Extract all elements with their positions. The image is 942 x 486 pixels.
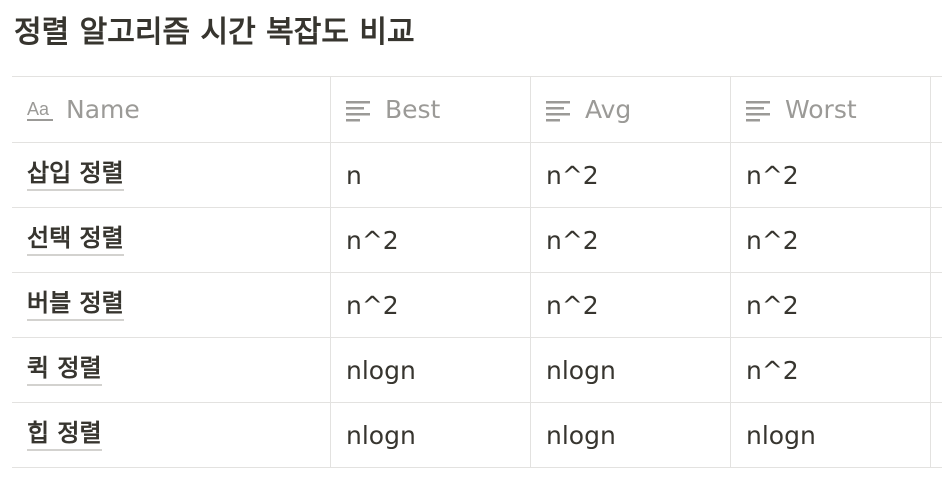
row-name-link[interactable]: 버블 정렬	[27, 289, 124, 321]
worst-cell[interactable]: nlogn	[731, 403, 931, 467]
avg-cell[interactable]: n^2	[531, 273, 731, 337]
avg-cell[interactable]: n^2	[531, 143, 731, 207]
table-edge-spacer	[931, 338, 942, 402]
table-header-row: Aa Name Best Avg	[12, 77, 942, 143]
worst-cell[interactable]: n^2	[731, 338, 931, 402]
avg-cell[interactable]: n^2	[531, 208, 731, 272]
best-cell[interactable]: nlogn	[331, 338, 531, 402]
worst-cell[interactable]: n^2	[731, 208, 931, 272]
column-header-label: Best	[385, 95, 441, 124]
table-edge-spacer	[931, 403, 942, 467]
text-property-icon	[346, 100, 370, 121]
svg-text:Aa: Aa	[27, 99, 50, 119]
table-row: 퀵 정렬 nlogn nlogn n^2	[12, 338, 942, 403]
best-cell[interactable]: nlogn	[331, 403, 531, 467]
worst-cell[interactable]: n^2	[731, 143, 931, 207]
row-name-link[interactable]: 삽입 정렬	[27, 159, 124, 191]
table-edge-spacer	[931, 208, 942, 272]
best-cell[interactable]: n^2	[331, 273, 531, 337]
text-property-icon	[546, 100, 570, 121]
row-name-cell[interactable]: 삽입 정렬	[12, 143, 331, 207]
avg-cell[interactable]: nlogn	[531, 338, 731, 402]
row-name-cell[interactable]: 선택 정렬	[12, 208, 331, 272]
table-row: 선택 정렬 n^2 n^2 n^2	[12, 208, 942, 273]
table-row: 삽입 정렬 n n^2 n^2	[12, 143, 942, 208]
table-row: 버블 정렬 n^2 n^2 n^2	[12, 273, 942, 338]
table-edge-spacer	[931, 273, 942, 337]
best-cell[interactable]: n^2	[331, 208, 531, 272]
column-header-worst[interactable]: Worst	[731, 77, 931, 142]
row-name-cell[interactable]: 힙 정렬	[12, 403, 331, 467]
avg-cell[interactable]: nlogn	[531, 403, 731, 467]
column-header-name[interactable]: Aa Name	[12, 77, 331, 142]
row-name-cell[interactable]: 퀵 정렬	[12, 338, 331, 402]
column-header-avg[interactable]: Avg	[531, 77, 731, 142]
table-row: 힙 정렬 nlogn nlogn nlogn	[12, 403, 942, 468]
best-cell[interactable]: n	[331, 143, 531, 207]
table-edge-spacer	[931, 143, 942, 207]
row-name-link[interactable]: 퀵 정렬	[27, 354, 102, 386]
column-header-label: Avg	[585, 95, 632, 124]
page-title: 정렬 알고리즘 시간 복잡도 비교	[14, 15, 415, 50]
column-header-label: Name	[66, 95, 140, 124]
worst-cell[interactable]: n^2	[731, 273, 931, 337]
table-edge-spacer	[931, 77, 942, 142]
database-table: Aa Name Best Avg	[12, 76, 942, 468]
row-name-cell[interactable]: 버블 정렬	[12, 273, 331, 337]
column-header-label: Worst	[785, 95, 857, 124]
row-name-link[interactable]: 선택 정렬	[27, 224, 124, 256]
title-property-icon: Aa	[27, 99, 53, 121]
row-name-link[interactable]: 힙 정렬	[27, 419, 102, 451]
column-header-best[interactable]: Best	[331, 77, 531, 142]
text-property-icon	[746, 100, 770, 121]
